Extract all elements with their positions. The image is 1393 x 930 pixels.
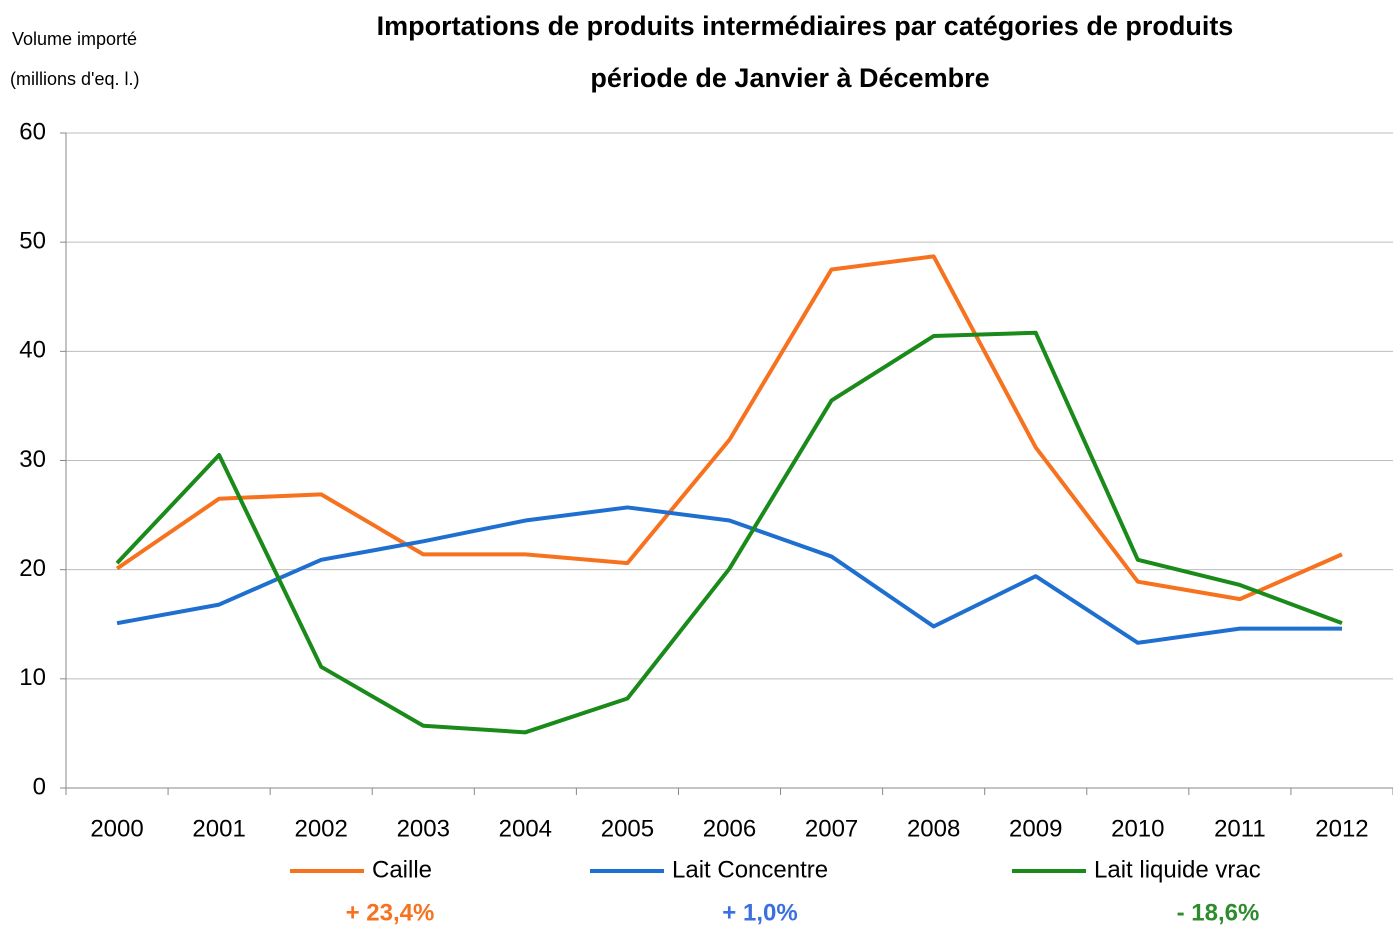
y-tick-label: 10 [19, 664, 46, 691]
legend-label: Caille [372, 856, 432, 883]
legend-label: Lait liquide vrac [1094, 856, 1261, 883]
series-line [115, 254, 1343, 602]
y-tick-label: 50 [19, 228, 46, 255]
x-tick-label: 2002 [294, 815, 347, 842]
series-line [115, 330, 1343, 735]
y-tick-label: 40 [19, 337, 46, 364]
y-tick-label: 20 [19, 555, 46, 582]
annotation: - 18,6% [1177, 899, 1260, 926]
x-tick-label: 2006 [703, 815, 756, 842]
x-tick-label: 2005 [601, 815, 654, 842]
y-tick-label: 30 [19, 446, 46, 473]
chart-title: Importations de produits intermédiaires … [377, 11, 1234, 41]
x-tick-label: 2004 [499, 815, 552, 842]
annotation: + 1,0% [722, 899, 797, 926]
legend-label: Lait Concentre [672, 856, 828, 883]
x-tick-label: 2001 [192, 815, 245, 842]
x-tick-label: 2010 [1111, 815, 1164, 842]
x-tick-label: 2008 [907, 815, 960, 842]
y-tick-label: 60 [19, 118, 46, 145]
chart-subtitle: période de Janvier à Décembre [590, 63, 989, 93]
x-tick-label: 2009 [1009, 815, 1062, 842]
x-tick-label: 2000 [90, 815, 143, 842]
x-tick-label: 2011 [1214, 815, 1266, 842]
series-line [116, 505, 1342, 645]
x-tick-label: 2012 [1315, 815, 1368, 842]
y-axis-label: (millions d'eq. l.) [10, 69, 139, 89]
x-tick-label: 2003 [397, 815, 450, 842]
y-tick-label: 0 [33, 773, 46, 800]
y-axis-label: Volume importé [12, 29, 137, 49]
annotation: + 23,4% [346, 899, 435, 926]
x-tick-label: 2007 [805, 815, 858, 842]
